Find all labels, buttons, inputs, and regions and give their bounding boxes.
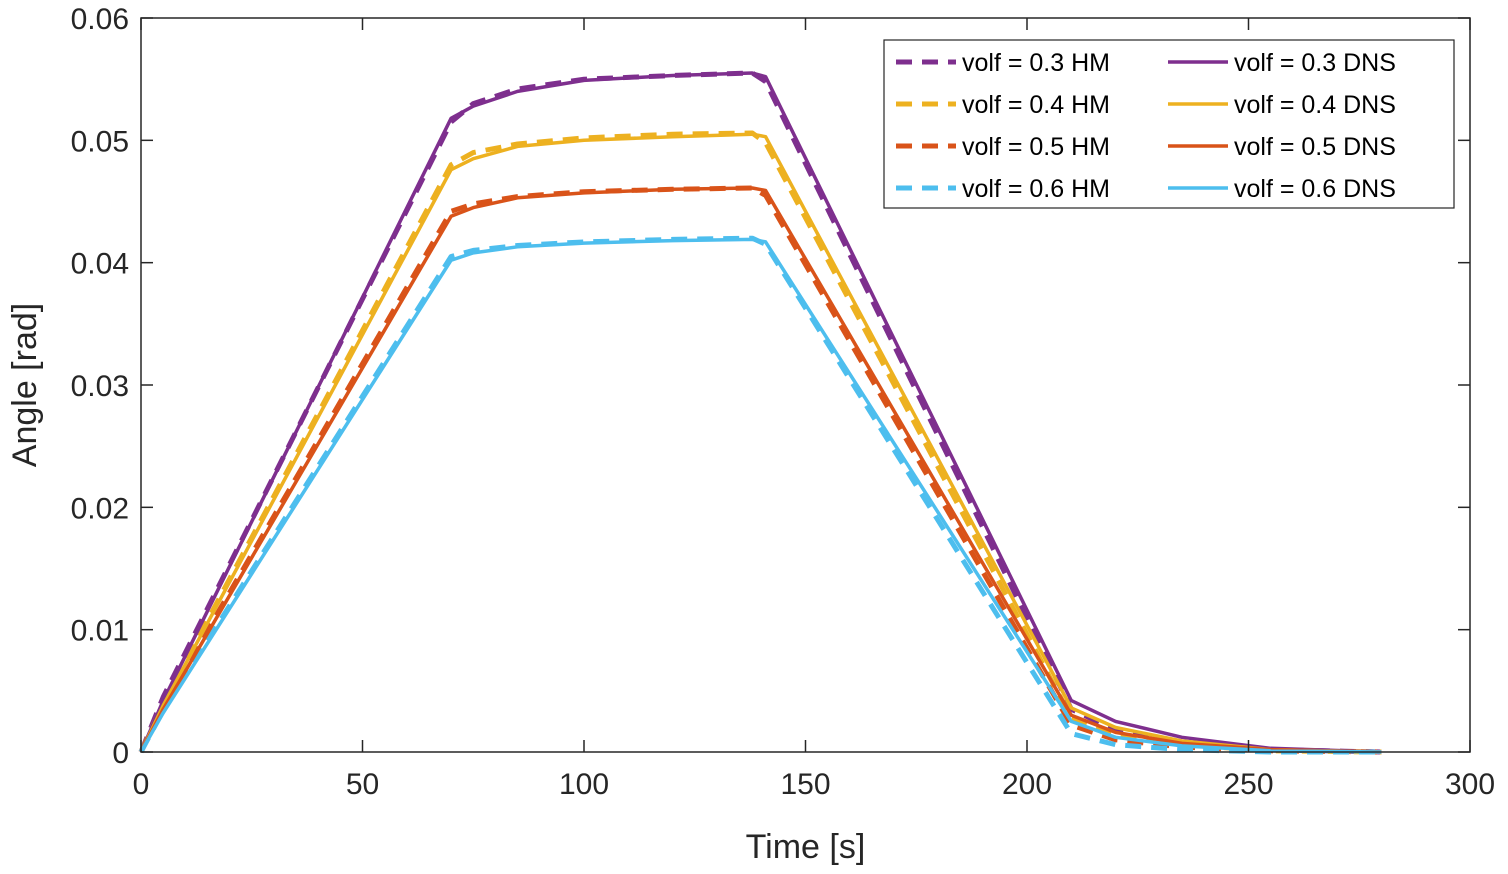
y-tick-label: 0.05 [71, 125, 129, 158]
series-line-volf-0-4-dns [139, 132, 1382, 754]
legend: volf = 0.3 HM volf = 0.3 DNS volf = 0.4 HM… [883, 39, 1455, 209]
legend-label: volf = 0.4 HM [962, 91, 1110, 119]
x-axis-title: Time [s] [746, 828, 866, 866]
x-tick-label: 150 [780, 768, 830, 801]
series-line-volf-0-6-dns [139, 237, 1382, 754]
y-tick-label: 0 [112, 737, 129, 770]
x-tick-label: 250 [1223, 768, 1273, 801]
x-tick-label: 0 [133, 768, 150, 801]
y-tick-label: 0.01 [71, 615, 129, 648]
x-tick-label: 200 [1002, 768, 1052, 801]
x-tick-label: 50 [346, 768, 379, 801]
legend-label: volf = 0.5 DNS [1234, 133, 1396, 161]
series-line-volf-0-5-dns [139, 186, 1382, 754]
legend-label: volf = 0.5 HM [962, 133, 1110, 161]
x-tick-label: 300 [1445, 768, 1495, 801]
y-tick-label: 0.06 [71, 3, 129, 36]
y-tick-label: 0.04 [71, 248, 129, 281]
axes-layer: 0 50 100 150 200 250 300 0 0.01 0.02 0.03 0.04 0.05 0… [71, 3, 1495, 801]
legend-label: volf = 0.4 DNS [1234, 91, 1396, 119]
x-tick-label: 100 [559, 768, 609, 801]
legend-label: volf = 0.6 HM [962, 175, 1110, 203]
y-tick-label: 0.02 [71, 492, 129, 525]
legend-label: volf = 0.3 DNS [1234, 49, 1396, 77]
series-layer [138, 70, 1382, 755]
legend-box [883, 39, 1455, 209]
legend-label: volf = 0.3 HM [962, 49, 1110, 77]
y-tick-label: 0.03 [71, 370, 129, 403]
legend-label: volf = 0.6 DNS [1234, 175, 1396, 203]
series-line-volf-0-3-dns [139, 71, 1382, 754]
y-axis-title: Angle [rad] [6, 303, 44, 467]
